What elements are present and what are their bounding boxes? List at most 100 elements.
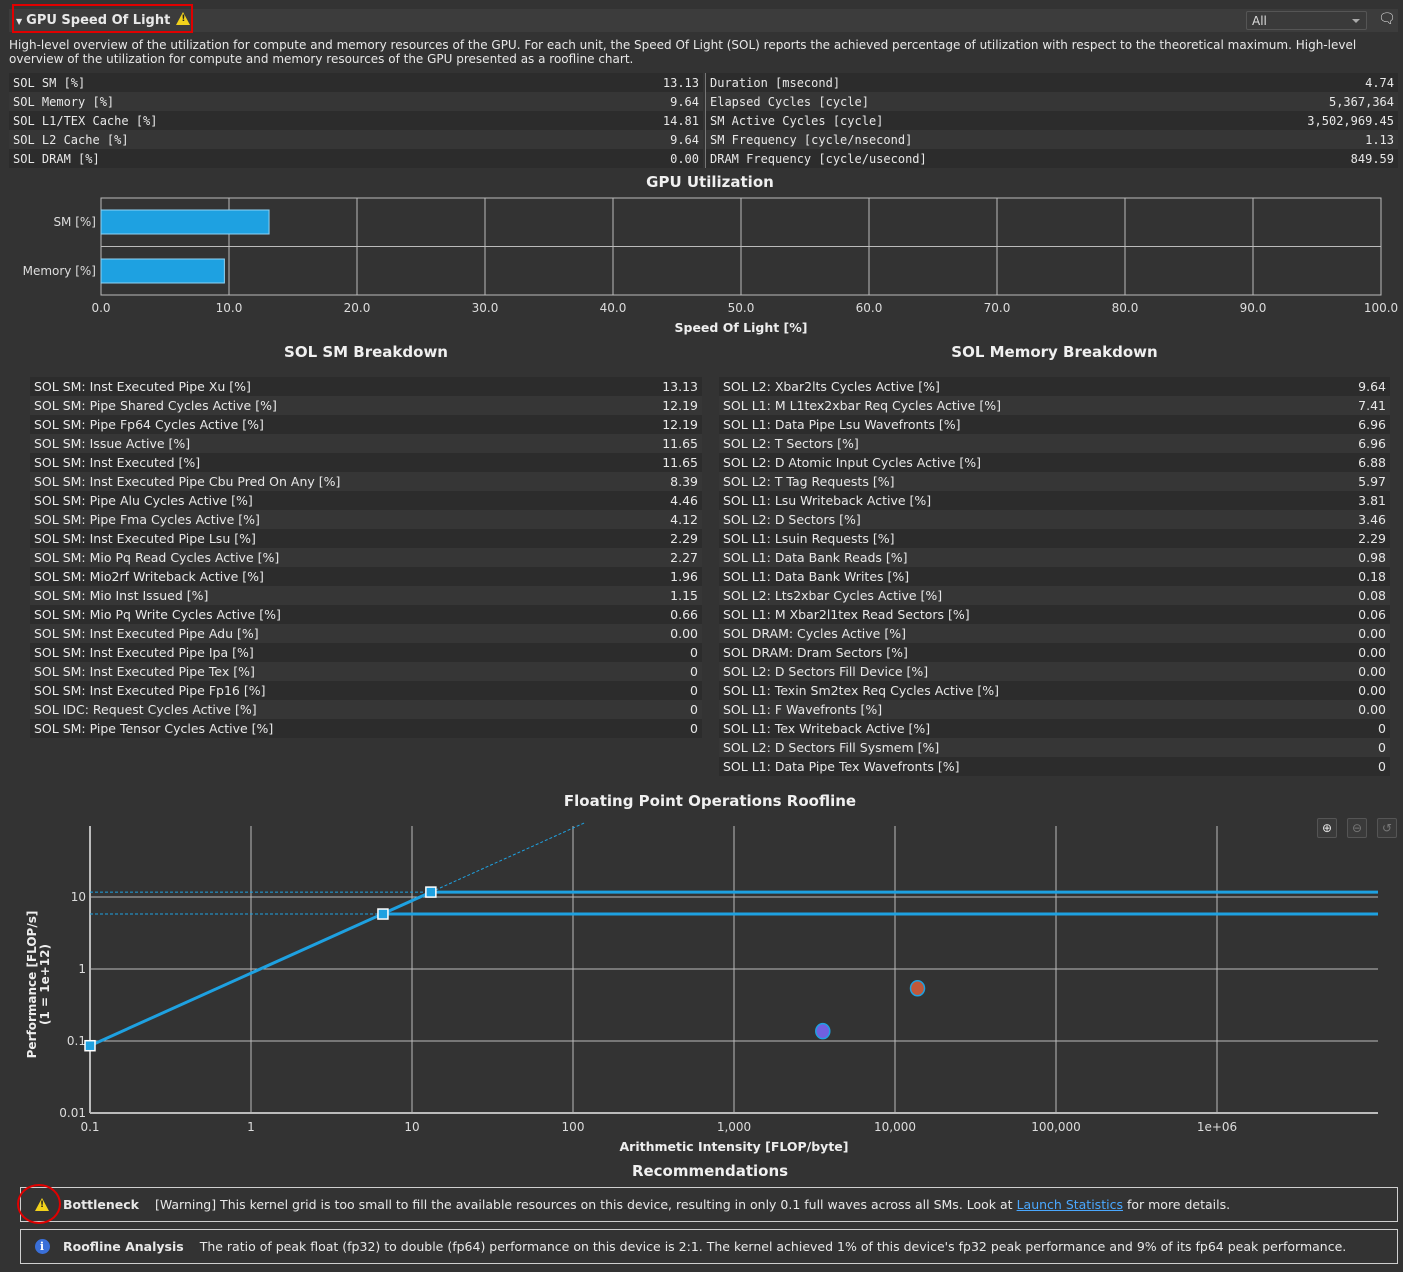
section-description: High-level overview of the utilization f… — [9, 38, 1357, 66]
y-tick-label: Memory [%] — [23, 264, 96, 278]
info-icon: i — [34, 1239, 50, 1254]
metric-name: SOL L2: Xbar2lts Cycles Active [%] — [723, 379, 940, 394]
metric-name: SOL L2 Cache [%] — [13, 132, 129, 147]
metric-value: 6.96 — [1358, 417, 1386, 432]
memory-breakdown-title: SOL Memory Breakdown — [951, 343, 1158, 361]
metric-value: 0 — [1378, 740, 1386, 755]
metric-name: SOL L2: T Sectors [%] — [723, 436, 859, 451]
metric-name: SOL SM: Inst Executed Pipe Xu [%] — [34, 379, 251, 394]
x-tick-label: 30.0 — [472, 301, 499, 315]
x-tick-label: 1e+06 — [1197, 1120, 1237, 1134]
metric-value: 0 — [690, 683, 698, 698]
table-row: SOL L1: Data Bank Reads [%] 0.98 — [719, 548, 1390, 567]
metric-value: 0.98 — [1358, 550, 1386, 565]
table-row: SOL SM: Mio Pq Read Cycles Active [%] 2.2… — [30, 548, 702, 567]
metric-name: SOL L1: Data Pipe Lsu Wavefronts [%] — [723, 417, 961, 432]
metric-value: 6.88 — [1358, 455, 1386, 470]
metric-value: 7.41 — [1358, 398, 1386, 413]
bar-0 — [100, 209, 270, 235]
table-row: SOL L1: Data Pipe Tex Wavefronts [%] 0 — [719, 757, 1390, 776]
warning-icon — [176, 12, 191, 25]
metric-name: SOL L1: Texin Sm2tex Req Cycles Active [… — [723, 683, 1000, 698]
metric-name: SOL L2: T Tag Requests [%] — [723, 474, 895, 489]
x-tick-label: 80.0 — [1112, 301, 1139, 315]
metric-name: SOL DRAM [%] — [13, 151, 100, 166]
metric-value: 0 — [690, 645, 698, 660]
section-title[interactable]: ▼ GPU Speed Of Light — [12, 4, 193, 33]
metric-value: 849.59 — [1350, 151, 1394, 166]
metric-name: SOL L1: M L1tex2xbar Req Cycles Active [… — [723, 398, 1001, 413]
metric-value: 4.46 — [670, 493, 698, 508]
metric-name: Elapsed Cycles [cycle] — [710, 94, 869, 109]
recommendation-label: Bottleneck — [63, 1197, 139, 1212]
metric-name: SOL SM: Inst Executed Pipe Adu [%] — [34, 626, 259, 641]
recommendation-bottleneck: Bottleneck [Warning] This kernel grid is… — [20, 1187, 1398, 1222]
metric-value: 0.00 — [1358, 626, 1386, 641]
collapse-triangle-icon[interactable]: ▼ — [16, 17, 23, 26]
table-row: SOL SM: Mio Inst Issued [%] 1.15 — [30, 586, 702, 605]
metric-name: SOL SM: Pipe Shared Cycles Active [%] — [34, 398, 277, 413]
table-row: SOL L1: Lsu Writeback Active [%] 3.81 — [719, 491, 1390, 510]
metric-value: 5,367,364 — [1328, 94, 1394, 109]
roofline-extension — [430, 821, 586, 893]
metric-name: SOL L2: D Sectors [%] — [723, 512, 861, 527]
table-row: SOL SM: Inst Executed Pipe Tex [%] 0 — [30, 662, 702, 681]
metric-name: SOL SM [%] — [13, 75, 86, 90]
recommendation-text: The ratio of peak float (fp32) to double… — [199, 1239, 1347, 1254]
filter-dropdown[interactable]: All — [1246, 11, 1367, 30]
metric-value: 3.46 — [1358, 512, 1386, 527]
x-tick-label: 70.0 — [984, 301, 1011, 315]
x-tick-label: 100 — [562, 1120, 585, 1134]
table-row: SOL L2: D Sectors [%] 3.46 — [719, 510, 1390, 529]
table-row: SOL SM: Mio2rf Writeback Active [%] 1.96 — [30, 567, 702, 586]
table-row: SOL L2: Xbar2lts Cycles Active [%] 9.64 — [719, 377, 1390, 396]
metric-name: SOL L1: Lsuin Requests [%] — [723, 531, 895, 546]
metric-value: 1.13 — [1365, 132, 1394, 147]
metric-name: SOL SM: Pipe Fp64 Cycles Active [%] — [34, 417, 264, 432]
table-row: SOL IDC: Request Cycles Active [%] 0 — [30, 700, 702, 719]
metric-value: 3.81 — [1358, 493, 1386, 508]
metric-name: SOL DRAM: Cycles Active [%] — [723, 626, 906, 641]
metric-value: 12.19 — [662, 417, 698, 432]
table-row: SOL SM: Inst Executed Pipe Fp16 [%] 0 — [30, 681, 702, 700]
table-row: SOL L1: Lsuin Requests [%] 2.29 — [719, 529, 1390, 548]
roofline-chart: 0.1 1 10 100 1,000 10,000 100,000 1e+060.010.11… — [25, 821, 1378, 1154]
metric-value: 12.19 — [662, 398, 698, 413]
table-row: SOL SM: Mio Pq Write Cycles Active [%] 0.… — [30, 605, 702, 624]
metric-value: 0.06 — [1358, 607, 1386, 622]
zoom-out-icon[interactable]: ⊖ — [1347, 818, 1367, 838]
metric-value: 2.29 — [1358, 531, 1386, 546]
table-row: SOL L1: Tex Writeback Active [%] 0 — [719, 719, 1390, 738]
table-row: SOL L2: T Sectors [%] 6.96 — [719, 434, 1390, 453]
zoom-in-icon[interactable]: ⊕ — [1317, 818, 1337, 838]
table-row: SOL L2: D Sectors Fill Device [%] 0.00 — [719, 662, 1390, 681]
metric-name: SOL Memory [%] — [13, 94, 115, 109]
launch-statistics-link[interactable]: Launch Statistics — [1016, 1197, 1123, 1212]
metric-value: 3,502,969.45 — [1307, 113, 1394, 128]
x-tick-label: 10 — [404, 1120, 419, 1134]
table-row: SOL SM: Pipe Tensor Cycles Active [%] 0 — [30, 719, 702, 738]
table-row: SOL SM: Pipe Fp64 Cycles Active [%] 12.19 — [30, 415, 702, 434]
table-row: SOL SM: Inst Executed [%] 11.65 — [30, 453, 702, 472]
y-tick-label: 0.1 — [67, 1034, 86, 1048]
table-row: Elapsed Cycles [cycle] 5,367,364 — [706, 92, 1398, 111]
metric-value: 0.00 — [670, 626, 698, 641]
comment-icon[interactable]: 🗨 — [1378, 11, 1396, 27]
table-row: DRAM Frequency [cycle/usecond] 849.59 — [706, 149, 1398, 168]
y-axis-sublabel: (1 = 1e+12) — [38, 944, 52, 1025]
roofline-handle-0 — [84, 1039, 96, 1052]
table-row: SOL SM [%] 13.13 — [9, 73, 703, 92]
section-title-text: GPU Speed Of Light — [26, 13, 171, 28]
table-row: SOL SM: Issue Active [%] 11.65 — [30, 434, 702, 453]
table-row: SOL L2 Cache [%] 9.64 — [9, 130, 703, 149]
metric-name: SOL L1: F Wavefronts [%] — [723, 702, 883, 717]
metric-name: SOL SM: Issue Active [%] — [34, 436, 191, 451]
metric-value: 9.64 — [670, 132, 699, 147]
sm-breakdown-title: SOL SM Breakdown — [284, 343, 448, 361]
metric-value: 4.74 — [1365, 75, 1394, 90]
reset-zoom-icon[interactable]: ↺ — [1377, 818, 1397, 838]
metric-value: 0.00 — [1358, 664, 1386, 679]
recommendation-label: Roofline Analysis — [63, 1239, 184, 1254]
x-tick-label: 40.0 — [600, 301, 627, 315]
metric-name: SOL L2: D Atomic Input Cycles Active [%] — [723, 455, 982, 470]
